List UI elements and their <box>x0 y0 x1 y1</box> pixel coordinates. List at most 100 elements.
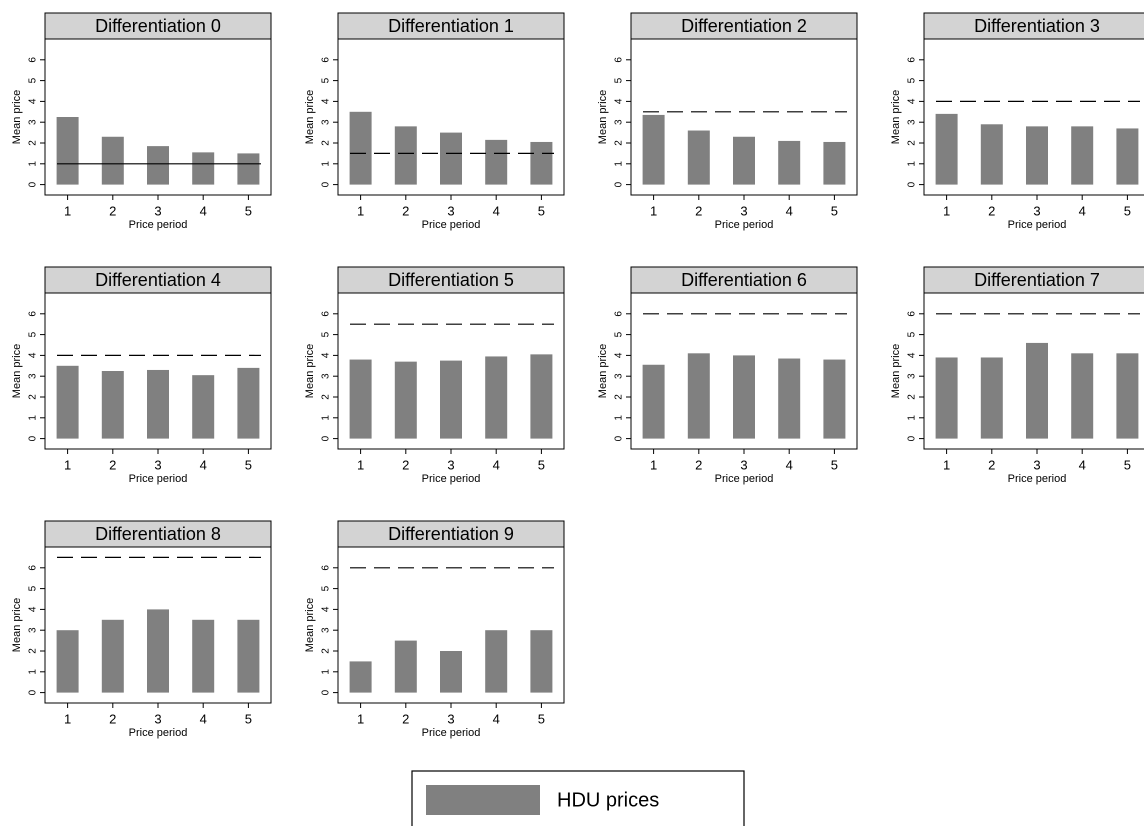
x-tick-label: 1 <box>650 203 657 218</box>
y-tick-label: 6 <box>321 57 332 63</box>
x-tick-label: 5 <box>1124 203 1131 218</box>
y-tick-label: 2 <box>614 140 625 146</box>
y-axis-title: Mean price <box>11 344 23 398</box>
bar <box>349 661 372 693</box>
x-axis-title: Price period <box>129 473 188 485</box>
bar <box>485 630 508 693</box>
bar <box>530 141 553 185</box>
y-tick-label: 5 <box>28 331 39 337</box>
y-axis-title: Mean price <box>304 90 316 144</box>
y-tick-label: 2 <box>321 140 332 146</box>
y-tick-label: 4 <box>321 352 332 358</box>
x-tick-label: 2 <box>402 203 409 218</box>
x-tick-label: 1 <box>64 203 71 218</box>
x-tick-label: 2 <box>109 711 116 726</box>
y-tick-label: 0 <box>28 435 39 441</box>
legend-swatch <box>426 785 540 815</box>
x-axis-title: Price period <box>422 473 481 485</box>
y-tick-label: 3 <box>907 119 918 125</box>
bar <box>101 371 124 439</box>
y-tick-label: 6 <box>321 565 332 571</box>
panel-header <box>337 12 565 40</box>
panel-title: Differentiation 0 <box>95 16 221 36</box>
x-tick-label: 3 <box>447 711 454 726</box>
y-tick-label: 2 <box>321 648 332 654</box>
panel: Differentiation 2 0 1 2 3 4 5 6 Mean price 1 2 3 4 5 P… <box>597 12 858 231</box>
y-tick-label: 1 <box>321 161 332 167</box>
panel-header <box>337 520 565 548</box>
y-tick-label: 1 <box>28 415 39 421</box>
y-tick-label: 0 <box>28 181 39 187</box>
y-tick-label: 5 <box>321 331 332 337</box>
panel-header <box>44 520 272 548</box>
bar <box>642 364 665 439</box>
y-tick-label: 0 <box>321 689 332 695</box>
bar <box>935 113 958 185</box>
y-tick-label: 5 <box>614 77 625 83</box>
y-axis-title: Mean price <box>304 344 316 398</box>
x-tick-label: 5 <box>245 711 252 726</box>
x-tick-label: 3 <box>154 203 161 218</box>
x-tick-label: 1 <box>64 711 71 726</box>
panel-title: Differentiation 1 <box>388 16 514 36</box>
y-tick-label: 2 <box>907 394 918 400</box>
x-axis-title: Price period <box>715 473 774 485</box>
panel-title: Differentiation 2 <box>681 16 807 36</box>
panel-header <box>923 266 1144 294</box>
y-tick-label: 2 <box>28 648 39 654</box>
bar <box>56 630 79 693</box>
bar <box>687 130 710 185</box>
x-tick-label: 5 <box>831 203 838 218</box>
y-tick-label: 2 <box>28 140 39 146</box>
bar <box>1116 128 1139 185</box>
x-tick-label: 3 <box>740 457 747 472</box>
y-tick-label: 4 <box>321 606 332 612</box>
x-tick-label: 3 <box>447 457 454 472</box>
y-tick-label: 3 <box>321 627 332 633</box>
bar <box>687 353 710 439</box>
y-tick-label: 1 <box>907 161 918 167</box>
bar <box>237 367 260 439</box>
y-tick-label: 4 <box>28 98 39 104</box>
x-tick-label: 2 <box>109 203 116 218</box>
x-tick-label: 2 <box>988 203 995 218</box>
y-tick-label: 0 <box>321 435 332 441</box>
y-tick-label: 1 <box>321 415 332 421</box>
y-tick-label: 5 <box>28 585 39 591</box>
y-tick-label: 5 <box>321 585 332 591</box>
x-axis-title: Price period <box>129 219 188 231</box>
panel: Differentiation 9 0 1 2 3 4 5 6 Mean price 1 2 3 4 5 P… <box>304 520 565 739</box>
y-tick-label: 0 <box>614 435 625 441</box>
panel: Differentiation 3 0 1 2 3 4 5 6 Mean price 1 2 3 4 5 P… <box>890 12 1144 231</box>
y-axis-title: Mean price <box>11 90 23 144</box>
bar <box>394 640 417 693</box>
y-tick-label: 6 <box>28 311 39 317</box>
x-tick-label: 4 <box>786 203 793 218</box>
y-tick-label: 4 <box>321 98 332 104</box>
bar <box>440 132 462 185</box>
panel-header <box>44 12 272 40</box>
x-axis-title: Price period <box>715 219 774 231</box>
y-tick-label: 1 <box>614 161 625 167</box>
bar <box>485 139 508 185</box>
panel: Differentiation 6 0 1 2 3 4 5 6 Mean price 1 2 3 4 5 P… <box>597 266 858 485</box>
x-tick-label: 1 <box>650 457 657 472</box>
x-tick-label: 4 <box>786 457 793 472</box>
bar <box>530 630 553 693</box>
x-tick-label: 1 <box>357 711 364 726</box>
x-tick-label: 2 <box>695 203 702 218</box>
x-tick-label: 2 <box>988 457 995 472</box>
bar <box>440 651 462 693</box>
y-tick-label: 5 <box>907 331 918 337</box>
y-tick-label: 4 <box>614 352 625 358</box>
panel-header <box>337 266 565 294</box>
bar <box>349 111 372 185</box>
panel-header <box>630 266 858 294</box>
x-tick-label: 5 <box>538 711 545 726</box>
x-tick-label: 5 <box>538 457 545 472</box>
y-tick-label: 6 <box>614 57 625 63</box>
x-tick-label: 1 <box>357 457 364 472</box>
y-tick-label: 0 <box>321 181 332 187</box>
